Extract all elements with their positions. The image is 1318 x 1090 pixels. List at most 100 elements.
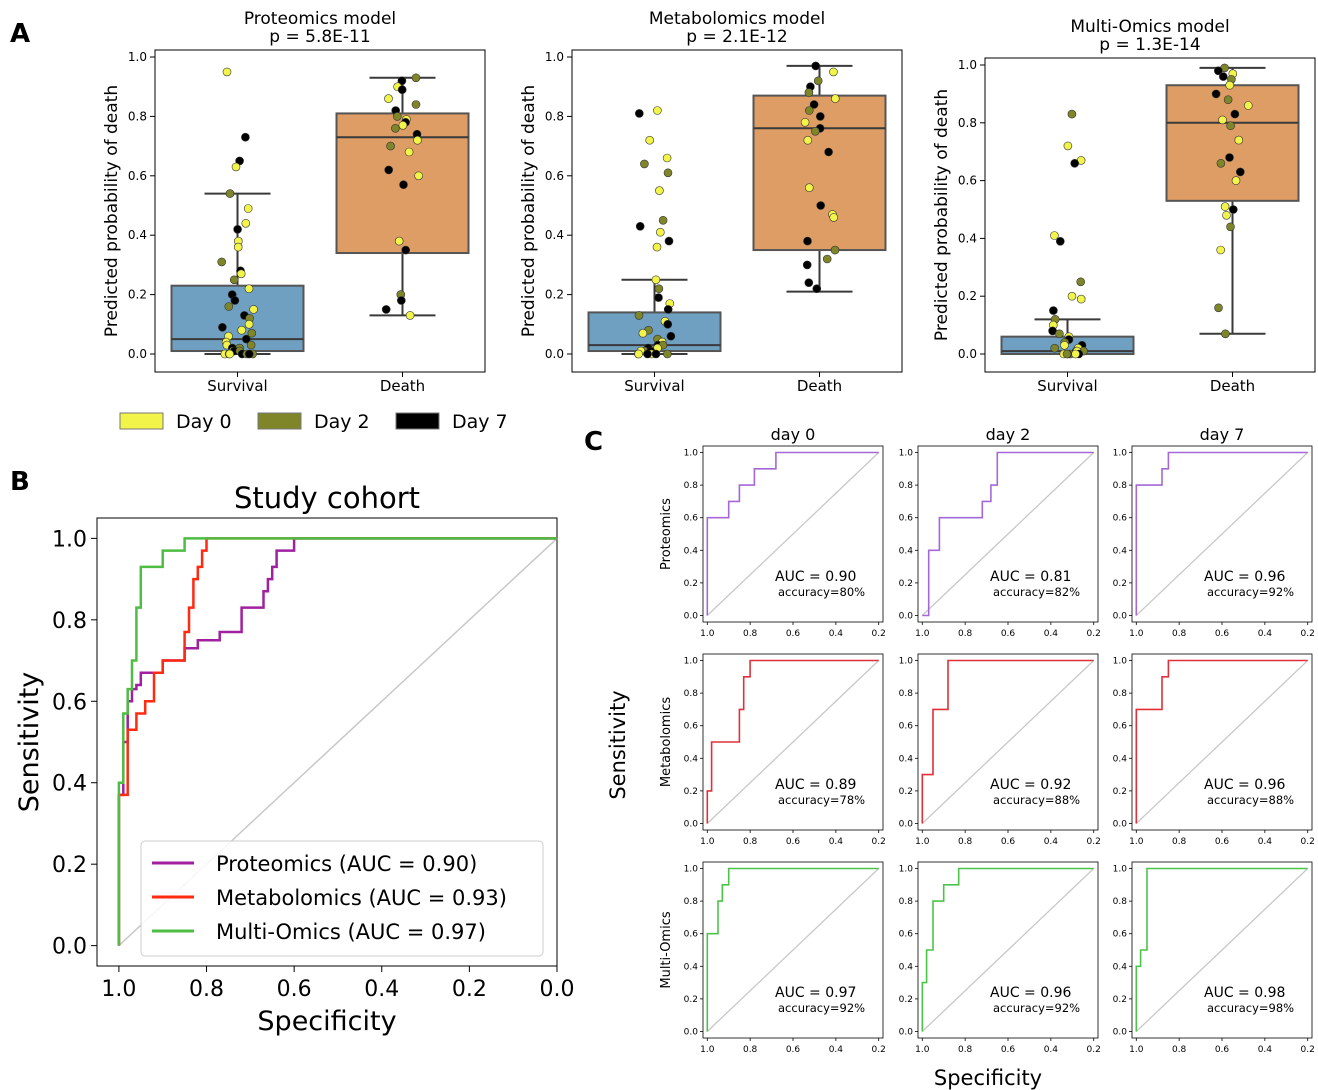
y-tick-label: 1.0 <box>1113 865 1128 875</box>
roc-diagonal <box>921 660 1095 824</box>
data-point <box>218 322 227 332</box>
data-point <box>225 349 234 359</box>
data-point <box>241 219 251 228</box>
y-tick-label: 0.6 <box>1113 930 1128 940</box>
x-tick-label: 1.0 <box>700 837 715 847</box>
y-tick-label: 0.6 <box>1113 722 1128 732</box>
data-point <box>397 76 407 86</box>
x-tick-label: Survival <box>624 377 684 395</box>
data-point <box>663 168 673 178</box>
data-point <box>1062 349 1072 359</box>
data-point <box>1067 291 1077 301</box>
chart-title: Multi-Omics model <box>1070 17 1229 37</box>
data-point <box>815 112 825 121</box>
x-tick-label: 0.4 <box>1044 837 1059 847</box>
data-point <box>1221 329 1230 339</box>
legend-label: Proteomics (AUC = 0.90) <box>216 852 477 876</box>
roc-cell-2-0: 0.0 0.2 0.4 0.6 0.8 1.0 1.0 0.8 0.6 0.4 0.2 AUC = 0… <box>684 861 886 1055</box>
x-tick-label: 0.4 <box>1044 1045 1059 1055</box>
data-point <box>655 227 665 237</box>
x-tick-label: 0.6 <box>786 1045 801 1055</box>
x-tick-label: 1.0 <box>1129 1045 1144 1055</box>
data-point <box>804 278 814 288</box>
x-tick-label: 0.8 <box>189 977 224 1002</box>
data-point <box>804 183 814 192</box>
data-point <box>1076 277 1085 287</box>
x-tick-label: 1.0 <box>915 629 930 639</box>
data-point <box>1071 349 1080 359</box>
y-tick-label: 1.0 <box>899 865 914 875</box>
x-tick-label: Survival <box>1037 377 1097 395</box>
legend-swatch-day-0 <box>119 412 164 430</box>
data-point <box>658 216 668 225</box>
data-point <box>384 165 394 175</box>
x-axis-label: Specificity <box>934 1066 1042 1090</box>
y-tick-label: 0.4 <box>1113 754 1128 764</box>
data-point <box>1234 135 1244 145</box>
y-tick-label: 0.2 <box>128 288 147 302</box>
data-point <box>399 180 408 189</box>
x-tick-label: 0.6 <box>1215 629 1230 639</box>
legend-label: Metabolomics (AUC = 0.93) <box>216 886 507 910</box>
data-point <box>1236 167 1245 177</box>
data-point <box>664 236 674 246</box>
roc-cell-1-1: 0.0 0.2 0.4 0.6 0.8 1.0 1.0 0.8 0.6 0.4 0.2 AUC = 0… <box>899 653 1101 847</box>
panel-label-c: C <box>584 427 603 457</box>
x-tick-label: 0.2 <box>1301 837 1315 847</box>
y-tick-label: 0.0 <box>899 1027 914 1037</box>
accuracy-label: accuracy=78% <box>778 793 865 807</box>
y-tick-label: 0.2 <box>545 288 564 302</box>
x-tick-label: 1.0 <box>915 837 930 847</box>
x-tick-label: 0.4 <box>829 1045 844 1055</box>
roc-line <box>1135 867 1308 1032</box>
roc-line-multiomics <box>117 537 557 946</box>
x-tick-label: 0.6 <box>1001 837 1016 847</box>
row-label: Proteomics <box>659 498 674 570</box>
x-tick-label: 0.4 <box>1258 837 1273 847</box>
auc-label: AUC = 0.92 <box>990 777 1071 793</box>
roc-line <box>1135 451 1308 616</box>
roc-diagonal <box>1135 660 1309 824</box>
roc-line <box>1135 659 1308 824</box>
auc-label: AUC = 0.98 <box>1204 985 1285 1001</box>
y-axis-label: Sensitivity <box>14 672 45 813</box>
legend-swatch-day-2 <box>395 412 440 430</box>
data-point <box>829 213 839 222</box>
data-point <box>1226 121 1235 130</box>
roc-cell-0-1: 0.0 0.2 0.4 0.6 0.8 1.0 1.0 0.8 0.6 0.4 0.2 AUC = 0… <box>899 445 1101 639</box>
y-axis-label: Predicted probability of death <box>519 85 539 337</box>
y-tick-label: 1.0 <box>545 50 564 64</box>
roc-line <box>706 659 879 824</box>
data-point <box>822 254 832 264</box>
data-point <box>398 121 408 130</box>
accuracy-label: accuracy=82% <box>993 585 1080 599</box>
y-tick-label: 0.4 <box>1113 962 1128 972</box>
accuracy-label: accuracy=88% <box>1207 793 1294 807</box>
x-tick-label: 0.4 <box>829 837 844 847</box>
data-point <box>1050 231 1059 240</box>
y-tick-label: 0.2 <box>52 853 87 878</box>
y-tick-label: 0.0 <box>958 347 977 361</box>
data-point <box>811 61 821 71</box>
data-point <box>1216 245 1225 255</box>
x-tick-label: 0.8 <box>1172 1045 1187 1055</box>
data-point <box>411 100 421 109</box>
x-tick-label: 0.8 <box>958 629 973 639</box>
roc-line <box>921 867 1094 1032</box>
panel-label-a: A <box>10 19 30 49</box>
box-death <box>752 94 887 252</box>
y-tick-label: 0.8 <box>899 897 914 907</box>
data-point <box>1076 294 1086 304</box>
chart-subtitle: p = 2.1E-12 <box>686 27 787 47</box>
y-tick-label: 0.2 <box>899 787 913 797</box>
data-point <box>638 328 648 338</box>
y-tick-label: 0.4 <box>545 228 564 242</box>
data-point <box>663 349 672 359</box>
data-point <box>1070 159 1079 168</box>
y-tick-label: 0.8 <box>684 481 699 491</box>
x-tick-label: 0.2 <box>1301 1045 1315 1055</box>
y-tick-label: 0.2 <box>899 579 913 589</box>
x-tick-label: 0.6 <box>277 977 312 1002</box>
data-point <box>394 236 404 246</box>
